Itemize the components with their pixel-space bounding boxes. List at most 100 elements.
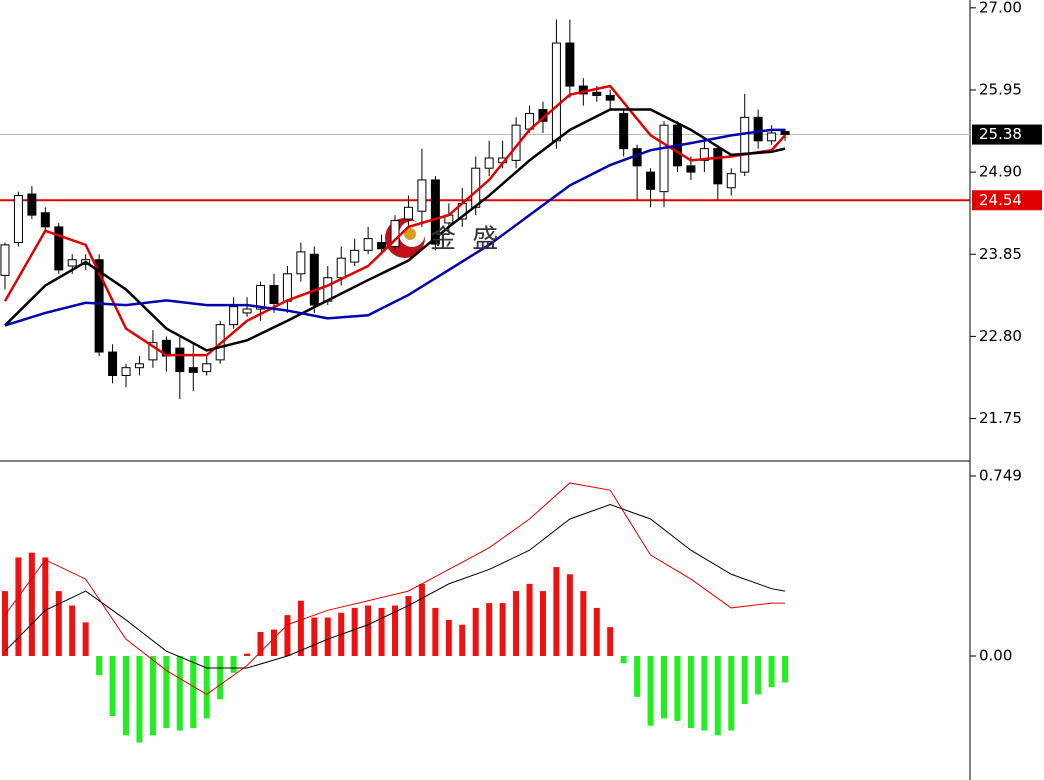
- candle-body: [686, 165, 696, 173]
- candle-body: [565, 42, 575, 87]
- histogram-bar: [459, 624, 466, 656]
- histogram-bar: [15, 557, 22, 656]
- candle-body: [726, 173, 736, 189]
- histogram-bar: [593, 607, 600, 656]
- candle-body: [27, 193, 37, 216]
- candle-body: [256, 285, 266, 310]
- histogram-bar: [445, 619, 452, 656]
- candle-body: [484, 157, 494, 169]
- candle-body: [740, 116, 750, 173]
- histogram-bar: [768, 655, 775, 688]
- histogram-bar: [755, 655, 762, 695]
- histogram-bar: [513, 591, 520, 656]
- candle-body: [282, 273, 292, 302]
- candle-body: [403, 206, 413, 220]
- line-series: [4, 504, 786, 669]
- logo-dot: [404, 228, 416, 240]
- y-tick-label: 23.85: [979, 245, 1022, 263]
- histogram-bar: [82, 622, 89, 656]
- candle-body: [659, 124, 669, 193]
- histogram-bar: [392, 605, 399, 656]
- candle-body: [40, 212, 50, 228]
- y-tick-label: 25.95: [979, 80, 1022, 98]
- candle-body: [134, 363, 144, 369]
- last-price-label: 25.38: [979, 125, 1022, 143]
- histogram-bar: [620, 655, 627, 664]
- candle-body: [94, 259, 104, 353]
- histogram-bar: [244, 653, 251, 656]
- candle-body: [605, 94, 615, 101]
- histogram-bar: [270, 629, 277, 656]
- histogram-bar: [432, 607, 439, 656]
- histogram-bar: [297, 600, 304, 656]
- histogram-bar: [701, 655, 708, 731]
- histogram-bar: [109, 655, 116, 717]
- y-tick-label: 24.90: [979, 163, 1022, 181]
- histogram-bar: [365, 605, 372, 656]
- candle-body: [242, 308, 252, 314]
- candle-body: [175, 347, 185, 373]
- histogram-bar: [149, 655, 156, 736]
- histogram-bar: [714, 655, 721, 736]
- line-series: [4, 482, 786, 696]
- candle-body: [551, 42, 561, 142]
- watermark: 金 盛: [430, 225, 502, 255]
- histogram-bar: [607, 627, 614, 656]
- candle-body: [148, 342, 158, 361]
- histogram-bar: [539, 591, 546, 656]
- histogram-bar: [526, 583, 533, 656]
- candle-body: [188, 367, 198, 373]
- histogram-bar: [674, 655, 681, 721]
- candle-body: [108, 351, 118, 377]
- candle-body: [390, 220, 400, 247]
- histogram-bar: [284, 615, 291, 656]
- candle-body: [229, 306, 239, 326]
- candle-body: [0, 244, 10, 276]
- histogram-bar: [687, 655, 694, 729]
- candle-body: [13, 195, 23, 244]
- candle-body: [350, 249, 360, 263]
- candle-body: [363, 238, 373, 251]
- histogram-bar: [217, 655, 224, 700]
- histogram-bar: [634, 655, 641, 697]
- line-series: [3, 84, 786, 357]
- histogram-bar: [661, 655, 668, 719]
- line-series: [4, 128, 786, 327]
- histogram-bar: [69, 605, 76, 656]
- histogram-bar: [176, 655, 183, 731]
- last-price-box: [972, 124, 1042, 145]
- histogram-bar: [378, 607, 385, 656]
- histogram-bar: [351, 607, 358, 656]
- candle-body: [592, 91, 602, 96]
- histogram-bar: [1, 591, 8, 656]
- candle-body: [269, 285, 279, 305]
- histogram-bar: [55, 591, 62, 656]
- candle-body: [309, 253, 319, 306]
- candle-body: [780, 130, 790, 136]
- candle-body: [619, 112, 629, 150]
- histogram-bar: [472, 607, 479, 656]
- histogram-bar: [324, 617, 331, 656]
- histogram-bar: [136, 655, 143, 743]
- candle-body: [121, 367, 131, 377]
- candle-body: [713, 148, 723, 185]
- histogram-bar: [405, 595, 412, 656]
- histogram-bar: [580, 591, 587, 656]
- histogram-bar: [741, 655, 748, 705]
- candle-body: [296, 251, 306, 275]
- candle-body: [202, 363, 212, 373]
- candle-body: [417, 179, 427, 212]
- candle-body: [753, 116, 763, 142]
- candle-body: [646, 171, 656, 190]
- histogram-bar: [163, 655, 170, 729]
- histogram-bar: [486, 603, 493, 656]
- y-tick-label: 22.80: [979, 327, 1022, 345]
- histogram-bar: [782, 655, 789, 683]
- histogram-bar: [190, 655, 197, 729]
- candle-body: [430, 179, 440, 245]
- histogram-bar: [311, 617, 318, 656]
- level-label: 24.54: [979, 191, 1022, 209]
- histogram-bar: [257, 631, 264, 656]
- histogram-bar: [499, 603, 506, 656]
